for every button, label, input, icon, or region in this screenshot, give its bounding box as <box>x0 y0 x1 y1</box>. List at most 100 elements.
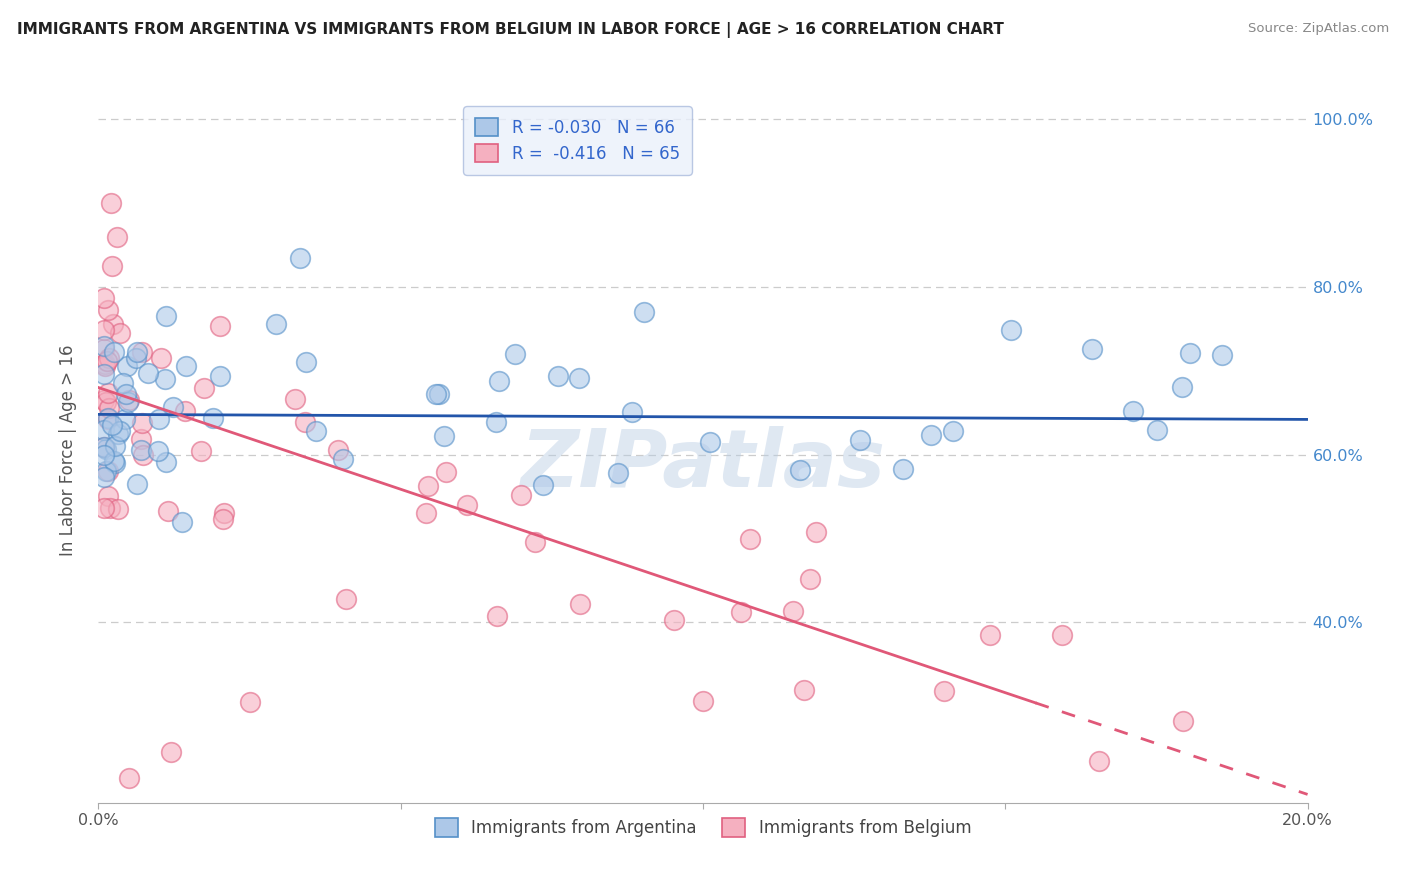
Point <box>131 344 153 359</box>
Point <box>98 500 121 515</box>
Point <box>486 608 509 623</box>
Point <box>531 477 554 491</box>
Point <box>1178 345 1201 359</box>
Point <box>98 351 121 365</box>
Point <box>418 479 440 493</box>
Point <box>149 351 172 365</box>
Point <box>193 381 215 395</box>
Point <box>93 423 115 437</box>
Point <box>131 443 153 458</box>
Point <box>730 605 752 619</box>
Point <box>97 302 120 317</box>
Point <box>97 464 120 478</box>
Point <box>93 323 115 337</box>
Point <box>569 597 592 611</box>
Point <box>433 429 456 443</box>
Point <box>488 374 510 388</box>
Point <box>804 524 827 539</box>
Point <box>148 412 170 426</box>
Point <box>547 368 569 383</box>
Point <box>125 351 148 365</box>
Point <box>155 309 177 323</box>
Point <box>427 387 450 401</box>
Point <box>104 457 127 471</box>
Point <box>607 467 630 481</box>
Point <box>425 387 447 401</box>
Point <box>568 371 591 385</box>
Point <box>129 432 152 446</box>
Point <box>94 359 117 374</box>
Point <box>160 746 183 760</box>
Point <box>94 357 117 371</box>
Point <box>155 455 177 469</box>
Point <box>118 392 141 407</box>
Point <box>97 489 120 503</box>
Point <box>456 498 478 512</box>
Point <box>932 683 955 698</box>
Point <box>1173 714 1195 728</box>
Point <box>100 196 122 211</box>
Point <box>104 439 127 453</box>
Point <box>503 347 526 361</box>
Point <box>173 404 195 418</box>
Point <box>125 477 148 491</box>
Point <box>633 305 655 319</box>
Point <box>891 462 914 476</box>
Point <box>107 502 129 516</box>
Point <box>692 694 714 708</box>
Point <box>117 394 139 409</box>
Point <box>125 345 148 359</box>
Point <box>434 465 457 479</box>
Point <box>100 417 122 432</box>
Point <box>96 354 118 368</box>
Point <box>212 512 235 526</box>
Point <box>849 433 872 447</box>
Point <box>93 342 115 356</box>
Point <box>305 425 328 439</box>
Point <box>1081 343 1104 357</box>
Point <box>136 366 159 380</box>
Point <box>799 572 821 586</box>
Point <box>93 440 115 454</box>
Point <box>621 405 644 419</box>
Point <box>524 534 547 549</box>
Point <box>97 401 120 416</box>
Point <box>1050 628 1073 642</box>
Point <box>105 229 128 244</box>
Point <box>174 359 197 374</box>
Point <box>93 367 115 381</box>
Point <box>93 291 115 305</box>
Point <box>485 415 508 429</box>
Legend: Immigrants from Argentina, Immigrants from Belgium: Immigrants from Argentina, Immigrants fr… <box>427 812 979 844</box>
Point <box>510 488 533 502</box>
Point <box>93 470 115 484</box>
Point <box>789 463 811 477</box>
Point <box>208 318 231 333</box>
Point <box>94 442 117 456</box>
Point <box>699 434 721 449</box>
Point <box>214 506 236 520</box>
Point <box>172 515 194 529</box>
Point <box>332 451 354 466</box>
Point <box>415 506 437 520</box>
Point <box>202 411 225 425</box>
Point <box>114 387 136 401</box>
Point <box>1170 379 1192 393</box>
Point <box>110 425 132 439</box>
Point <box>93 339 115 353</box>
Point <box>112 376 135 390</box>
Point <box>1000 323 1022 337</box>
Point <box>93 500 115 515</box>
Point <box>664 613 686 627</box>
Point <box>101 260 124 274</box>
Point <box>146 444 169 458</box>
Point <box>96 464 118 478</box>
Point <box>740 532 762 546</box>
Point <box>209 368 232 383</box>
Point <box>153 372 176 386</box>
Point <box>132 448 155 462</box>
Point <box>162 400 184 414</box>
Point <box>97 411 120 425</box>
Point <box>942 424 965 438</box>
Point <box>131 416 153 430</box>
